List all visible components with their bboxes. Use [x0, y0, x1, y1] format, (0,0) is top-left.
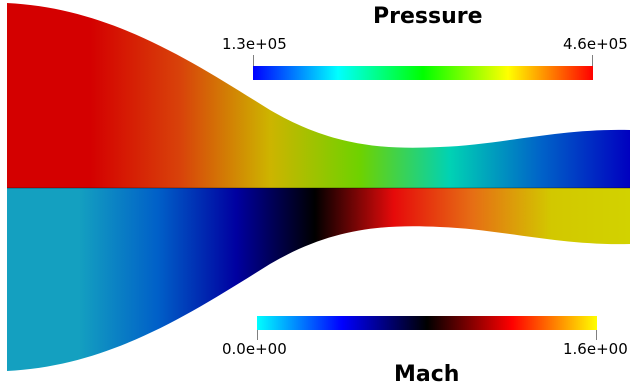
mach-color-bar [257, 316, 597, 330]
mach-bar-title: Mach [394, 362, 460, 387]
mach-field-lower-half [7, 188, 630, 371]
pressure-field-upper-half [7, 3, 630, 188]
mach-bar-max-label: 1.6e+00 [563, 340, 628, 358]
pressure-bar-title: Pressure [373, 4, 483, 29]
pressure-bar-min-label: 1.3e+05 [222, 35, 287, 53]
pressure-color-bar [253, 66, 593, 80]
mach-bar-min-label: 0.0e+00 [222, 340, 287, 358]
pressure-bar-max-label: 4.6e+05 [563, 35, 628, 53]
